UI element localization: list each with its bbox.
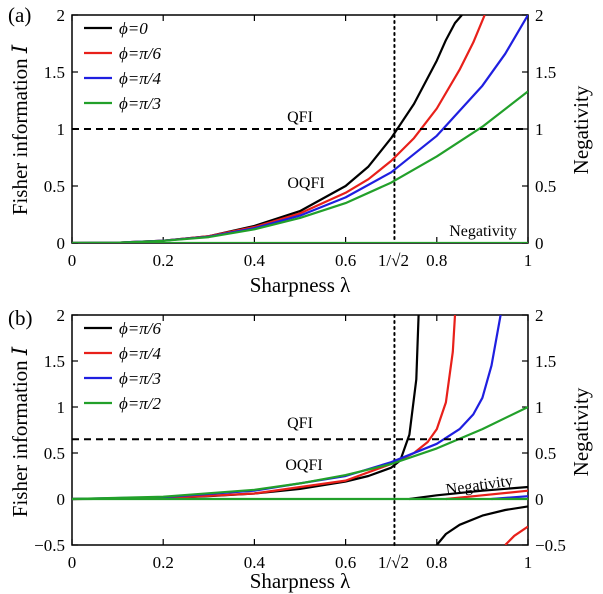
y-tick-label-right: −0.5 — [535, 536, 566, 555]
y-tick-label-right: 2 — [535, 306, 544, 325]
legend-entry: ϕ=π/3 — [119, 94, 161, 113]
x-tick-label: 1 — [524, 553, 533, 572]
x-tick-label: 0.4 — [244, 553, 266, 572]
negativity-label: Negativity — [449, 223, 517, 240]
x-tick-label-special: 1/√2 — [378, 553, 409, 572]
legend-entry: ϕ=π/4 — [119, 344, 162, 363]
y-tick-label-right: 1 — [535, 398, 544, 417]
y-tick-label-right: 1.5 — [535, 352, 556, 371]
y-axis-title-right: Negativity — [569, 85, 593, 174]
series-line — [72, 406, 528, 501]
panel-b-plot: 0 0.2 0.4 0.6 0.8 11/√2−0.5 −0.50 00.5 0.51 11.5 1… — [34, 306, 566, 572]
y-tick-label: 1 — [57, 398, 66, 417]
y-tick-label: 0.5 — [44, 177, 65, 196]
y-tick-label-right: 0 — [535, 234, 544, 253]
legend-entry: ϕ=0 — [119, 19, 148, 38]
x-axis-title: Sharpness λ — [250, 569, 351, 593]
legend-entry: ϕ=π/4 — [119, 69, 162, 88]
y-tick-label: 1.5 — [44, 352, 65, 371]
x-tick-label: 0.4 — [244, 251, 266, 270]
x-tick-label: 0.8 — [426, 251, 447, 270]
plot-frame — [71, 314, 529, 546]
legend-entry: ϕ=π/6 — [119, 44, 162, 63]
x-tick-label-special: 1/√2 — [378, 251, 409, 270]
y-tick-label: 0 — [57, 490, 66, 509]
series-line — [445, 489, 528, 501]
y-tick-label-right: 0.5 — [535, 444, 556, 463]
x-axis-title: Sharpness λ — [250, 273, 351, 297]
y-tick-label: 0.5 — [44, 444, 65, 463]
y-axis-title-right: Negativity — [569, 387, 593, 476]
x-tick-label: 1 — [524, 251, 533, 270]
panel-label: (b) — [8, 306, 33, 330]
legend-entry: ϕ=π/6 — [119, 319, 162, 338]
y-axis-title: Fisher information 𝐼 — [8, 44, 32, 215]
y-tick-label-right: 2 — [535, 6, 544, 25]
y-tick-label-right: 0 — [535, 490, 544, 509]
y-tick-label: 1.5 — [44, 63, 65, 82]
series-line — [72, 90, 528, 243]
panel-b: (b) Fisher information 𝐼 Negativity Shar… — [8, 306, 593, 593]
series-line — [504, 525, 528, 545]
y-tick-label: 0 — [57, 234, 66, 253]
oqfi-label: OQFI — [285, 457, 322, 474]
panel-label: (a) — [8, 3, 31, 27]
y-tick-label-right: 1 — [535, 120, 544, 139]
y-axis-title: Fisher information 𝐼 — [8, 346, 32, 517]
y-tick-label-right: 0.5 — [535, 177, 556, 196]
x-tick-label: 0 — [68, 553, 77, 572]
series-line — [409, 485, 528, 501]
oqfi-label: OQFI — [287, 175, 324, 192]
y-tick-label: 1 — [57, 120, 66, 139]
panel-a: (a) Fisher information 𝐼 Negativity Shar… — [8, 3, 593, 297]
series-line — [435, 505, 528, 545]
y-tick-label: −0.5 — [34, 536, 65, 555]
qfi-label: QFI — [287, 415, 313, 432]
x-tick-label: 0.2 — [153, 251, 174, 270]
x-tick-label: 0.8 — [426, 553, 447, 572]
x-tick-label: 0.2 — [153, 553, 174, 572]
x-tick-label: 0.6 — [335, 553, 356, 572]
y-tick-label: 2 — [57, 306, 66, 325]
legend-entry: ϕ=π/3 — [119, 369, 161, 388]
y-tick-label: 2 — [57, 6, 66, 25]
series-group — [72, 15, 528, 243]
series-group — [72, 315, 528, 545]
qfi-label: QFI — [287, 109, 313, 126]
y-tick-label-right: 1.5 — [535, 63, 556, 82]
x-tick-label: 0 — [68, 251, 77, 270]
panel-a-plot: 0 0.2 0.4 0.6 0.8 11/√20 00.5 0.51 11.5 1.52 2ϕ=0ϕ… — [44, 6, 557, 270]
legend-entry: ϕ=π/2 — [119, 394, 162, 413]
x-tick-label: 0.6 — [335, 251, 356, 270]
